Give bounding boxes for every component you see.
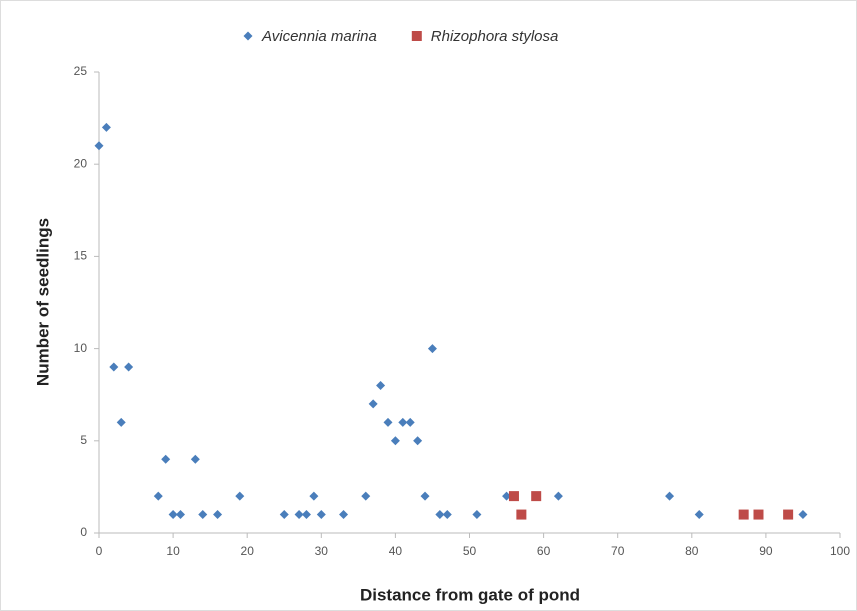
point <box>279 510 289 520</box>
point <box>190 454 200 464</box>
point <box>176 510 186 520</box>
point <box>442 510 452 520</box>
x-tick-label: 100 <box>830 544 850 558</box>
legend-label: Rhizophora stylosa <box>431 28 559 45</box>
y-tick-label: 10 <box>74 341 88 355</box>
x-tick-label: 70 <box>611 544 625 558</box>
y-axis-title: Number of seedlings <box>33 218 52 386</box>
point <box>198 510 208 520</box>
legend-marker <box>243 31 253 41</box>
point <box>235 491 245 501</box>
point <box>309 491 319 501</box>
point <box>168 510 178 520</box>
point <box>435 510 445 520</box>
point <box>553 491 563 501</box>
point <box>516 509 527 520</box>
point <box>101 122 111 132</box>
point <box>508 491 519 502</box>
y-tick-label: 0 <box>80 525 87 539</box>
point <box>316 510 326 520</box>
x-tick-label: 30 <box>315 544 329 558</box>
x-tick-label: 50 <box>463 544 477 558</box>
point <box>427 344 437 354</box>
x-tick-label: 20 <box>241 544 255 558</box>
x-tick-label: 10 <box>166 544 180 558</box>
y-tick-label: 25 <box>74 64 88 78</box>
point <box>109 362 119 372</box>
point <box>420 491 430 501</box>
point <box>694 510 704 520</box>
point <box>383 417 393 427</box>
point <box>665 491 675 501</box>
point <box>738 509 749 520</box>
point <box>94 141 104 151</box>
point <box>294 510 304 520</box>
legend-label: Avicennia marina <box>261 28 377 45</box>
point <box>361 491 371 501</box>
point <box>376 380 386 390</box>
point <box>753 509 764 520</box>
point <box>213 510 223 520</box>
point <box>531 491 542 502</box>
point <box>405 417 415 427</box>
point <box>502 491 512 501</box>
x-tick-label: 60 <box>537 544 551 558</box>
point <box>124 362 134 372</box>
point <box>413 436 423 446</box>
x-tick-label: 40 <box>389 544 403 558</box>
point <box>398 417 408 427</box>
x-tick-label: 90 <box>759 544 773 558</box>
point <box>153 491 163 501</box>
point <box>390 436 400 446</box>
point <box>116 417 126 427</box>
point <box>783 509 794 520</box>
y-tick-label: 20 <box>74 156 88 170</box>
y-tick-label: 5 <box>80 433 87 447</box>
y-tick-label: 15 <box>74 249 88 263</box>
point <box>798 510 808 520</box>
point <box>339 510 349 520</box>
x-tick-label: 0 <box>96 544 103 558</box>
point <box>368 399 378 409</box>
x-axis-title: Distance from gate of pond <box>360 585 580 604</box>
point <box>472 510 482 520</box>
legend-marker <box>411 31 422 41</box>
point <box>301 510 311 520</box>
point <box>161 454 171 464</box>
x-tick-label: 80 <box>685 544 699 558</box>
